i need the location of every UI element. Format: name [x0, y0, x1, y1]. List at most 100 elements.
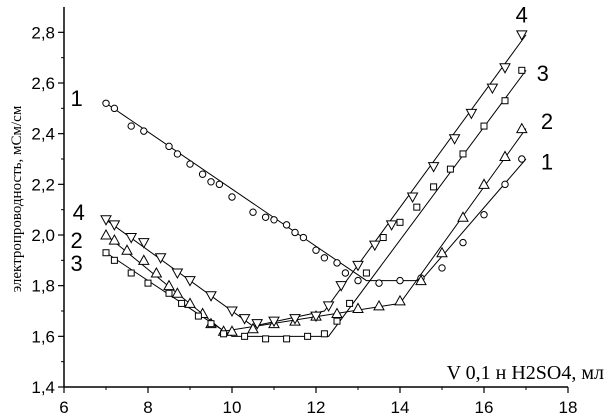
x-tick-label: 18 [559, 398, 578, 416]
series-4-point [310, 311, 322, 323]
series-2-point [478, 178, 490, 189]
series-3-point [320, 330, 328, 338]
series-4-point [385, 220, 398, 231]
series-4-point [184, 276, 196, 287]
series-4-point [352, 260, 364, 272]
series-4-point [268, 316, 280, 328]
series-number-label: 3 [537, 61, 549, 86]
series-2-point [415, 274, 427, 286]
series-3-point [127, 269, 135, 277]
series-1-point [173, 150, 182, 158]
series-4-point [137, 238, 150, 249]
x-tick-label: 12 [307, 398, 326, 416]
series-3-point [144, 279, 152, 287]
series-1-point [165, 142, 173, 151]
series-1-line [105, 102, 527, 282]
series-3-point [333, 317, 341, 325]
y-axis-title: электропроводность, мСм/см [9, 105, 25, 292]
series-2-point [457, 211, 469, 222]
series-4-point [465, 108, 478, 120]
series-3-point [480, 122, 488, 130]
series-4-point [406, 192, 419, 204]
series-4-point [427, 162, 440, 173]
series-1-point [198, 170, 207, 178]
series-1-point [354, 276, 362, 285]
series-2-point [121, 244, 133, 255]
series-2-point [163, 279, 175, 291]
series-1-point [207, 178, 215, 186]
series-4-point [368, 240, 381, 252]
series-4-point [108, 220, 121, 231]
series-3-point [396, 218, 404, 226]
series-2-point [499, 150, 511, 161]
series-1-point [282, 221, 291, 229]
series-3-point [304, 332, 312, 340]
series-2-point [515, 122, 528, 134]
series-3-point [241, 332, 249, 340]
series-2-point [331, 307, 343, 319]
x-tick-label: 6 [59, 398, 68, 416]
series-4-point [171, 268, 184, 280]
series-3-point [283, 335, 291, 343]
series-1-point [127, 122, 135, 130]
series-1-point [261, 213, 270, 221]
series-3-point [110, 256, 118, 264]
series-1-point [186, 160, 194, 168]
series-4-point [515, 30, 528, 41]
series-1-point [501, 180, 509, 189]
series-number-label: 1 [70, 86, 82, 111]
series-3-point [262, 335, 270, 343]
series-1-point [341, 269, 350, 277]
series-1-point [299, 233, 308, 242]
series-1-point [518, 155, 526, 163]
series-3-point [362, 269, 370, 277]
series-3-point [518, 66, 526, 74]
series-2-point [436, 246, 448, 258]
series-4-point [100, 215, 112, 226]
series-3-point [102, 249, 110, 257]
series-1-point [215, 180, 224, 189]
series-1-point [291, 228, 299, 237]
series-4-point [205, 291, 217, 302]
series-1-point [320, 254, 329, 262]
series-1-point [102, 99, 110, 107]
series-4-point [226, 306, 238, 318]
series-1-point [312, 246, 320, 254]
series-3-point [501, 97, 509, 105]
y-tick-label: 1,6 [31, 327, 55, 346]
series-1-point [375, 279, 383, 287]
series-2-point [394, 294, 406, 306]
series-1-point [228, 193, 236, 201]
series-1-point [333, 259, 341, 267]
series-4-point [238, 314, 251, 325]
series-2-point [100, 228, 112, 240]
x-ticks: 6 8 10 12 14 16 18 [59, 387, 577, 416]
y-tick-label: 2,4 [31, 125, 55, 144]
series-number-label: 2 [70, 228, 82, 253]
x-tick-label: 16 [475, 398, 494, 416]
series-2-point [373, 299, 385, 311]
y-tick-label: 1,4 [31, 378, 55, 397]
series-2-point [108, 234, 121, 245]
series-number-label: 4 [73, 200, 85, 225]
y-tick-label: 2,2 [31, 175, 55, 194]
series-2-line [105, 128, 527, 332]
x-axis-title: V 0,1 н H2SO4, мл [447, 362, 604, 384]
series-2-point [184, 297, 196, 308]
series-3-point [446, 165, 454, 173]
series-4-point [154, 253, 167, 264]
series-2-point [352, 302, 364, 313]
series-4-point [125, 233, 138, 244]
series-3-point [178, 299, 186, 307]
series-1-point [110, 104, 119, 113]
series-1-point [140, 127, 148, 135]
y-ticks: 1,4 1,6 1,8 2,0 2,2 2,4 2,6 2,8 [31, 23, 64, 397]
series-1-point [270, 216, 278, 224]
series-1-point [396, 276, 404, 285]
series-2-point [226, 325, 238, 336]
y-tick-label: 2,6 [31, 74, 55, 93]
series-3-point [220, 330, 228, 338]
series-3-point [207, 320, 215, 328]
